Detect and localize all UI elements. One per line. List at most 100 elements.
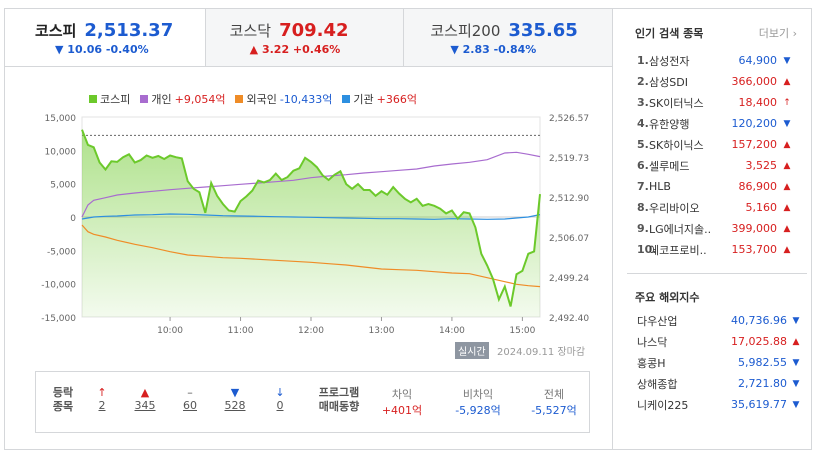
- legend-value: +9,054억: [174, 93, 226, 106]
- stock-name[interactable]: HLB: [649, 180, 671, 193]
- breadth-count[interactable]: 0: [276, 399, 284, 412]
- rank-number: 6.: [637, 159, 649, 172]
- program-title: 프로그램 매매동향: [314, 386, 364, 414]
- breadth-count[interactable]: 528: [224, 399, 246, 412]
- stock-name[interactable]: LG에너지솔..: [649, 222, 712, 236]
- y-tick-label-right: 2,492.40: [549, 314, 589, 324]
- stock-name[interactable]: 삼성SDI: [649, 75, 688, 89]
- legend-kospi[interactable]: 코스피: [89, 91, 130, 107]
- index-name[interactable]: 나스닥: [637, 335, 668, 349]
- rank-number: 9.: [637, 222, 649, 235]
- legend-label: 개인: [151, 93, 172, 106]
- up-arrow-icon: ▲: [783, 76, 791, 87]
- stock-name[interactable]: 유한양행: [649, 117, 690, 131]
- legend-foreign[interactable]: 외국인 -10,433억: [235, 91, 332, 107]
- intraday-chart[interactable]: 15,000 10,000 5,000 0 -5,000 -10,000 -15,000 2,…: [5, 109, 611, 344]
- rank-number: 8.: [637, 201, 649, 214]
- more-link[interactable]: 더보기 ›: [759, 25, 797, 41]
- popular-row[interactable]: 9. LG에너지솔.. 399,000 ▲: [637, 218, 805, 239]
- breadth-count[interactable]: 345: [134, 399, 156, 412]
- y-tick-label-left: -10,000: [41, 281, 76, 291]
- breadth-count[interactable]: 60: [183, 399, 197, 412]
- legend-institution[interactable]: 기관 +366억: [342, 91, 417, 107]
- up-arrow-icon: ▲: [783, 160, 791, 171]
- stock-name[interactable]: 삼성전자: [649, 54, 690, 68]
- tab-kospi[interactable]: 코스피 2,513.37 ▼ 10.06 -0.40%: [5, 9, 205, 66]
- index-name[interactable]: 니케이225: [637, 398, 689, 412]
- timestamp: 2024.09.11 장마감: [497, 347, 586, 358]
- tab-name: 코스피: [35, 22, 77, 40]
- intl-row[interactable]: 홍콩H 5,982.55 ▼: [637, 352, 805, 373]
- popular-row[interactable]: 1. 삼성전자 64,900 ▼: [637, 50, 805, 71]
- legend-label: 코스피: [100, 93, 131, 106]
- limit-up-icon: ↑: [97, 386, 107, 399]
- popular-row[interactable]: 3. SK이터닉스 18,400 ↑: [637, 92, 805, 113]
- intl-row[interactable]: 나스닥 17,025.88 ▲: [637, 331, 805, 352]
- stock-price: 366,000: [731, 75, 778, 88]
- intl-row[interactable]: 니케이225 35,619.77 ▼: [637, 394, 805, 415]
- x-tick-label: 10:00: [157, 326, 183, 336]
- intl-list: 다우산업 40,736.96 ▼ 나스닥 17,025.88 ▲ 홍콩H 5,982.55 ▼ 상…: [637, 310, 805, 415]
- popular-row[interactable]: 6. 셀루메드 3,525 ▲: [637, 155, 805, 176]
- y-tick-label-left: 10,000: [45, 147, 77, 157]
- popular-row[interactable]: 7. HLB 86,900 ▲: [637, 176, 805, 197]
- y-tick-label-right: 2,506.07: [549, 234, 589, 244]
- rank-number: 7.: [637, 180, 649, 193]
- popular-row[interactable]: 5. SK하이닉스 157,200 ▲: [637, 134, 805, 155]
- breadth-title: 등락 종목: [48, 386, 78, 414]
- rank-number: 1.: [637, 54, 649, 67]
- y-tick-label-left: -15,000: [41, 314, 76, 324]
- stock-price: 120,200: [731, 117, 778, 130]
- up-arrow-icon: ▲: [783, 223, 791, 234]
- popular-row[interactable]: 2. 삼성SDI 366,000 ▲: [637, 71, 805, 92]
- program-value: +401억: [381, 404, 423, 417]
- limit-down-icon: ↓: [275, 386, 285, 399]
- x-tick-label: 12:00: [298, 326, 324, 336]
- breadth-title-2: 종목: [52, 400, 74, 413]
- tab-kosdaq[interactable]: 코스닥 709.42 ▲ 3.22 +0.46%: [204, 9, 404, 66]
- up-icon: ▲: [140, 386, 150, 399]
- breadth-title-1: 등락: [52, 386, 74, 399]
- stock-name[interactable]: 우리바이오: [649, 201, 700, 215]
- breadth-flat[interactable]: – 60: [178, 386, 202, 412]
- stock-name[interactable]: 에코프로비..: [649, 243, 707, 257]
- series-line-코스피: [81, 129, 541, 307]
- popular-row[interactable]: 10. 에코프로비.. 153,700 ▲: [637, 239, 805, 260]
- x-tick-label: 11:00: [228, 326, 254, 336]
- program-value: -5,928억: [455, 404, 501, 417]
- tab-kospi200[interactable]: 코스피200 335.65 ▼ 2.83 -0.84%: [403, 9, 612, 66]
- intl-row[interactable]: 다우산업 40,736.96 ▼: [637, 310, 805, 331]
- up-arrow-icon: ▲: [792, 336, 800, 347]
- stock-name[interactable]: SK하이닉스: [649, 138, 704, 152]
- down-arrow-icon: ▼: [783, 55, 791, 66]
- breadth-limit-up[interactable]: ↑ 2: [92, 386, 112, 412]
- breadth-down[interactable]: ▼ 528: [222, 386, 248, 412]
- up-arrow-icon: ↑: [783, 97, 791, 108]
- index-name[interactable]: 상해종합: [637, 377, 678, 391]
- breadth-up[interactable]: ▲ 345: [132, 386, 158, 412]
- series-line-외국인: [81, 224, 541, 288]
- tab-value: 709.42: [279, 20, 349, 41]
- index-name[interactable]: 다우산업: [637, 314, 678, 328]
- breadth-count[interactable]: 2: [98, 399, 106, 412]
- index-panel: 코스피 2,513.37 ▼ 10.06 -0.40% 코스닥 709.42 ▲…: [5, 9, 613, 449]
- legend-individual[interactable]: 개인 +9,054억: [140, 91, 225, 107]
- market-breadth-box: 등락 종목 ↑ 2 ▲ 345 – 60 ▼ 528 ↓ 0: [35, 371, 590, 433]
- realtime-badge: 실시간: [455, 342, 489, 359]
- stock-name[interactable]: SK이터닉스: [649, 96, 704, 110]
- intl-row[interactable]: 상해종합 2,721.80 ▼: [637, 373, 805, 394]
- index-name[interactable]: 홍콩H: [637, 356, 666, 370]
- breadth-limit-down[interactable]: ↓ 0: [270, 386, 290, 412]
- popular-row[interactable]: 8. 우리바이오 5,160 ▲: [637, 197, 805, 218]
- side-panel: 인기 검색 종목 더보기 › 1. 삼성전자 64,900 ▼ 2. 삼성SDI 366,0…: [613, 9, 811, 449]
- legend-label: 외국인: [246, 93, 277, 106]
- popular-list: 1. 삼성전자 64,900 ▼ 2. 삼성SDI 366,000 ▲ 3. SK이터닉스 18,4…: [637, 50, 805, 260]
- up-arrow-icon: ▲: [783, 244, 791, 255]
- legend-swatch: [89, 95, 97, 103]
- stock-name[interactable]: 셀루메드: [649, 159, 690, 173]
- up-arrow-icon: ▲: [783, 202, 791, 213]
- tab-name: 코스닥: [229, 22, 272, 40]
- index-value: 5,982.55: [738, 356, 787, 369]
- down-arrow-icon: ▼: [783, 118, 791, 129]
- popular-row[interactable]: 4. 유한양행 120,200 ▼: [637, 113, 805, 134]
